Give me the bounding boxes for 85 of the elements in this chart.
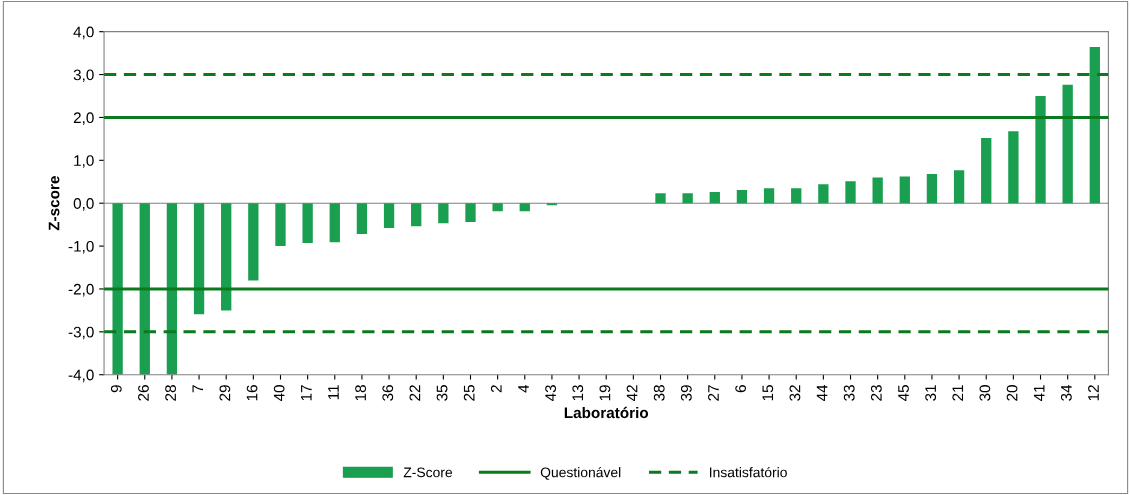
x-tick-label: 43 [545, 385, 557, 402]
bar [926, 174, 938, 204]
y-tick-label: 1,0 [74, 155, 94, 168]
x-tick-label: 33 [843, 385, 855, 401]
y-axis-title: Z-score [48, 176, 60, 231]
x-tick-label: 20 [1006, 385, 1018, 401]
bar [356, 203, 368, 235]
bar [193, 203, 205, 315]
x-tick-label: 12 [1088, 385, 1099, 401]
x-tick-label: 35 [436, 385, 448, 401]
bar [872, 177, 883, 204]
x-tick-label: 38 [653, 385, 665, 401]
bar [139, 203, 150, 375]
x-tick-label: 19 [599, 385, 611, 401]
bar [1035, 96, 1046, 204]
bar [248, 203, 259, 281]
bar [736, 189, 748, 204]
x-tick-label: 18 [355, 385, 367, 401]
x-tick-label: 2 [490, 385, 502, 393]
bar [411, 203, 422, 227]
x-tick-label: 22 [409, 385, 421, 401]
bar [655, 193, 666, 204]
bar [818, 184, 829, 204]
y-tick-label: 0,0 [73, 198, 94, 211]
bar [519, 203, 530, 212]
bar [302, 203, 313, 244]
y-tick-label: -2,0 [68, 283, 94, 297]
bar [899, 176, 910, 204]
bar [275, 203, 286, 247]
y-tick-label: 4,0 [73, 26, 94, 40]
y-tick-label: 2,0 [73, 112, 94, 125]
x-tick-label: 13 [572, 385, 584, 401]
x-tick-label: 15 [762, 385, 774, 401]
y-tick-label: -4,0 [68, 369, 94, 383]
bar [791, 188, 802, 204]
x-tick-label: 44 [816, 384, 828, 402]
y-tick-label: -3,0 [68, 326, 94, 340]
bar [438, 203, 449, 224]
x-tick-label: 25 [463, 385, 475, 401]
bar [492, 203, 503, 212]
x-tick-label: 11 [328, 385, 339, 400]
x-tick-label: 16 [246, 385, 258, 401]
legend-label: Z-Score [403, 467, 453, 478]
x-tick-label: 29 [219, 385, 231, 401]
x-tick-label: 36 [382, 385, 394, 401]
x-tick-label: 30 [979, 385, 991, 401]
x-axis-title: Laboratório [564, 406, 649, 419]
bar [546, 203, 558, 206]
x-tick-label: 23 [870, 385, 882, 401]
bar [845, 181, 856, 204]
x-tick-label: 6 [735, 385, 747, 393]
bar [383, 203, 395, 229]
bar [112, 203, 123, 375]
bar [465, 203, 476, 223]
x-tick-label: 7 [192, 385, 204, 393]
x-tick-label: 31 [925, 385, 937, 401]
bar [953, 170, 965, 204]
x-tick-label: 32 [789, 385, 801, 401]
bar [981, 138, 992, 204]
x-tick-label: 40 [273, 385, 285, 402]
bar [709, 192, 720, 204]
bar [1008, 131, 1019, 204]
bar [763, 188, 775, 204]
x-tick-label: 45 [898, 385, 909, 402]
x-tick-label: 34 [1060, 384, 1072, 401]
y-tick-label: 3,0 [73, 69, 94, 83]
x-tick-label: 17 [301, 385, 312, 401]
bar [221, 203, 232, 311]
bar [1089, 47, 1100, 204]
x-tick-label: 28 [165, 385, 177, 401]
bar [166, 203, 178, 375]
x-tick-label: 41 [1033, 385, 1045, 402]
bar [1062, 84, 1073, 204]
x-tick-label: 42 [626, 385, 638, 402]
legend-label: Questionável [540, 466, 621, 480]
legend-label: Insatisfatório [710, 466, 787, 478]
x-tick-label: 4 [518, 384, 529, 393]
bar [682, 193, 693, 204]
x-tick-label: 39 [680, 385, 692, 401]
y-tick-label: -1,0 [68, 240, 94, 254]
x-tick-label: 9 [110, 385, 122, 393]
x-tick-label: 26 [138, 385, 149, 401]
bar [329, 203, 340, 243]
x-tick-label: 27 [708, 385, 719, 401]
x-tick-label: 21 [952, 385, 964, 401]
